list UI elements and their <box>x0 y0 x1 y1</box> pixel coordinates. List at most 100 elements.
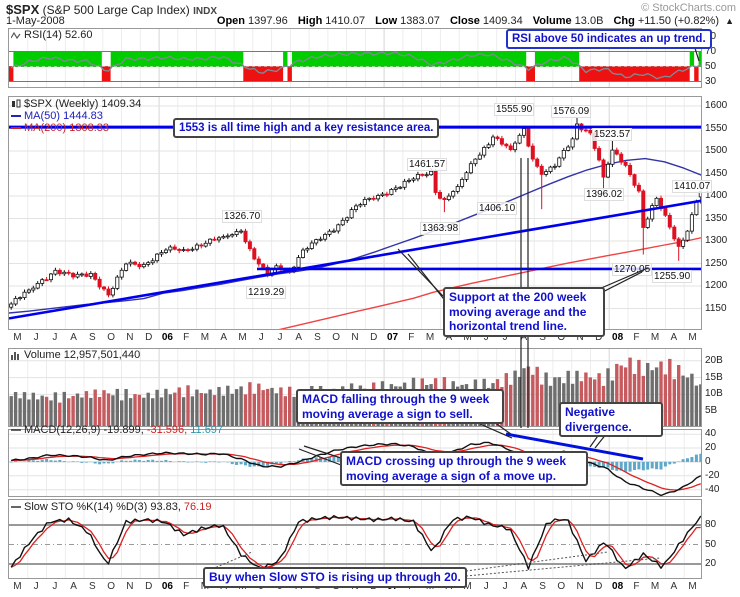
x-axis-month-label: F <box>183 332 190 343</box>
price-point-label: 1410.07 <box>672 180 713 193</box>
x-axis-month-label: A <box>220 332 228 343</box>
y-axis-tick: 20 <box>705 442 717 454</box>
y-axis-tick: 20B <box>705 354 723 366</box>
price-point-label: 1576.09 <box>551 105 592 118</box>
quote-strip: Open 1397.96 High 1410.07 Low 1383.07 Close… <box>210 15 734 27</box>
rsi-legend: RSI(14) 52.60 <box>11 29 92 41</box>
x-axis-month-label: S <box>539 332 546 343</box>
price-point-label: 1219.29 <box>246 286 287 299</box>
x-axis-month-label: D <box>145 581 153 592</box>
x-axis-month-label: N <box>351 332 359 343</box>
low-label: Low <box>375 15 398 27</box>
ma50-legend: MA(50) 1444.83 <box>11 110 103 122</box>
x-axis-month-label: A <box>520 581 528 592</box>
y-axis-tick: 1200 <box>705 280 728 291</box>
price-point-label: 1363.98 <box>420 222 461 235</box>
x-axis-month-label: A <box>295 332 303 343</box>
x-axis-month-label: A <box>70 581 77 592</box>
x-axis-month-label: J <box>258 332 264 343</box>
sto-line-icon <box>11 503 21 511</box>
y-axis-tick: 1300 <box>705 235 728 246</box>
price-point-label: 1396.02 <box>584 188 625 201</box>
x-axis-month-label: D <box>370 332 378 343</box>
y-axis-tick: 20 <box>705 558 717 569</box>
ticker-name: (S&P 500 Large Cap Index) <box>42 3 190 17</box>
x-axis-month-label: 06 <box>161 332 173 343</box>
x-axis-month-label: F <box>633 581 640 592</box>
y-axis-tick: -40 <box>705 483 720 495</box>
x-axis-month-label: M <box>688 581 697 592</box>
x-axis-month-label: M <box>650 332 660 343</box>
x-axis-month-label: J <box>33 581 39 592</box>
y-axis-tick: 30 <box>705 75 717 87</box>
sto-d-value: 76.19 <box>183 501 212 513</box>
candlestick-icon <box>11 99 21 109</box>
ticker-exchange: INDX <box>193 6 218 17</box>
x-axis-month-label: J <box>502 581 508 592</box>
macd-legend-text: MACD(12,26,9) -19.899, <box>24 424 144 436</box>
ticker-symbol: $SPX <box>6 2 40 17</box>
x-axis-month-label: A <box>70 332 77 343</box>
macd-line-icon <box>11 426 21 434</box>
x-axis-month-label: F <box>633 332 640 343</box>
x-axis-month-label: O <box>557 332 566 343</box>
price-point-label: 1406.10 <box>477 202 518 215</box>
x-axis-month-label: M <box>13 581 22 592</box>
x-axis-month-label: J <box>277 332 283 343</box>
y-axis-tick: 1600 <box>705 100 728 111</box>
x-axis-month-label: M <box>463 332 472 343</box>
x-axis-month-label: A <box>670 581 678 592</box>
open-label: Open <box>216 15 246 27</box>
y-axis-tick: 50 <box>705 60 717 72</box>
x-axis-month-label: O <box>107 332 116 343</box>
chart-date: 1-May-2008 <box>6 15 65 27</box>
x-axis-month-label: J <box>52 581 58 592</box>
price-legend-text: $SPX (Weekly) 1409.34 <box>24 98 142 110</box>
volume-label: Volume <box>532 15 572 27</box>
x-axis-month-label: 08 <box>612 332 624 343</box>
y-axis-tick: 40 <box>705 428 717 440</box>
volume-bars-icon <box>11 350 21 360</box>
price-point-label: 1255.90 <box>652 270 693 283</box>
x-axis-month-label: J <box>502 332 508 343</box>
x-axis-month-label: F <box>183 581 190 592</box>
up-arrow-icon: ▲ <box>725 16 734 26</box>
x-axis-months-top: M J J A S O N D 06 F M A M J J A S O N D 07 F M A M J J A S O N D 08 F M A M <box>8 331 702 346</box>
x-axis-month-label: N <box>126 332 134 343</box>
x-axis-month-label: N <box>126 581 134 592</box>
volume-value: 13.0B <box>574 15 604 27</box>
x-axis-month-label: 06 <box>161 581 173 592</box>
y-axis-tick: 1150 <box>705 302 727 314</box>
price-point-label: 1555.90 <box>494 103 535 116</box>
x-axis-month-label: M <box>463 581 472 592</box>
x-axis-month-label: M <box>650 581 660 592</box>
price-point-label: 1326.70 <box>222 210 263 223</box>
ma200-legend: MA(200) 1308.33 <box>11 122 109 134</box>
high-value: 1410.07 <box>325 15 366 27</box>
rsi-legend-text: RSI(14) 52.60 <box>24 29 93 41</box>
x-axis-month-label: D <box>595 332 603 343</box>
x-axis-month-label: 08 <box>612 581 624 592</box>
x-axis-month-label: S <box>539 581 546 592</box>
high-label: High <box>297 15 323 27</box>
y-axis-tick: 1450 <box>705 167 728 179</box>
y-axis-tick: 0 <box>705 455 711 467</box>
x-axis-month-label: A <box>520 332 528 343</box>
y-axis-tick: 5B <box>705 405 718 417</box>
x-axis-month-label: 07 <box>386 332 399 343</box>
x-axis-month-label: J <box>52 332 58 343</box>
macd-sell-annotation: MACD falling through the 9 week moving a… <box>296 389 504 425</box>
y-axis-tick: 70 <box>705 45 717 57</box>
low-value: 1383.07 <box>400 15 440 27</box>
y-axis-tick: 10B <box>705 388 723 400</box>
sto-buy-annotation: Buy when Slow STO is rising up through 2… <box>203 567 467 588</box>
x-axis-month-label: M <box>13 332 22 343</box>
open-value: 1397.96 <box>248 15 288 27</box>
x-axis-month-label: S <box>314 332 321 343</box>
chg-label: Chg <box>613 15 635 27</box>
macd-hist-value: 11.697 <box>190 424 224 436</box>
ma200-legend-text: MA(200) 1308.33 <box>24 122 109 134</box>
x-axis-month-label: J <box>483 332 489 343</box>
y-axis-tick: 15B <box>705 371 723 383</box>
